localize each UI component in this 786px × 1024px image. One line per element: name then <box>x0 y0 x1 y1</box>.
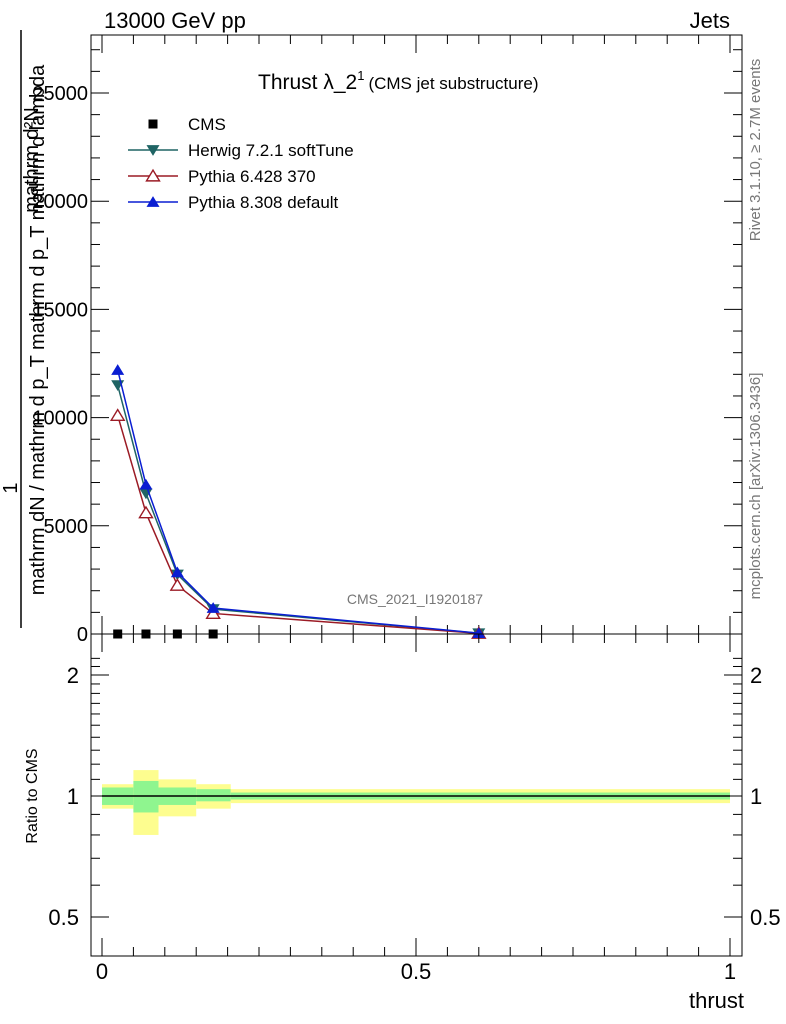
y-tick-label: 15000 <box>32 299 88 321</box>
data-point-pythia-8-308-default <box>472 627 486 639</box>
legend-item-pythia-8-308-default: Pythia 8.308 default <box>128 193 339 212</box>
main-y-tick-labels: 0 5000 10000 15000 20000 25000 <box>32 83 88 646</box>
ratio-stat-band <box>196 789 231 802</box>
legend-label: Pythia 8.308 default <box>188 193 339 212</box>
data-point-pythia-8-308-default <box>111 364 125 375</box>
legend-marker <box>146 196 160 207</box>
data-point-pythia-6-428-370 <box>205 606 221 620</box>
ratio-y-tick-label: 2 <box>67 663 79 688</box>
legend-marker <box>148 119 158 129</box>
main-y-axis-label: 1 mathrm d²N mathrm dN / mathrm d p_T ma… <box>0 30 49 628</box>
x-tick-label: 1 <box>724 959 736 984</box>
legend-item-herwig-7-2-1-softtune: Herwig 7.2.1 softTune <box>128 141 354 160</box>
y-label-numerator: mathrm d²N <box>21 107 43 213</box>
data-point-pythia-8-308-default <box>139 478 153 490</box>
legend-label: Pythia 6.428 370 <box>188 167 316 186</box>
x-axis-label: thrust <box>689 988 744 1013</box>
ratio-y-tick-labels-right: 0.5 1 2 <box>750 663 781 930</box>
data-point-pythia-6-428-370 <box>169 578 186 591</box>
y-tick-label: 25000 <box>32 83 88 105</box>
rivet-label: Rivet 3.1.10, ≥ 2.7M events <box>747 59 764 242</box>
legend-label: CMS <box>188 115 226 134</box>
main-panel: 0 5000 10000 15000 20000 25000 Thrust λ_21 (CM… <box>32 34 743 646</box>
x-tick-label: 0 <box>96 959 108 984</box>
y-tick-label: 0 <box>77 624 88 646</box>
legend: CMS Herwig 7.2.1 softTune Pythia 6.428 370… <box>128 115 354 212</box>
y-label-denominator: mathrm dN / mathrm d p_T mathrm d p_T ma… <box>27 64 49 595</box>
ratio-y-tick-label: 1 <box>67 784 79 809</box>
main-frame <box>90 34 743 635</box>
legend-label: Herwig 7.2.1 softTune <box>188 141 354 160</box>
series-pythia-8-308-default <box>111 364 486 639</box>
legend-item-pythia-6-428-370: Pythia 6.428 370 <box>128 167 316 186</box>
ratio-y-label: Ratio to CMS <box>24 748 41 843</box>
y-tick-label: 10000 <box>32 408 88 430</box>
data-point-pythia-8-308-default <box>206 602 220 613</box>
data-point-pythia-6-428-370 <box>138 505 154 519</box>
legend-marker <box>146 145 160 156</box>
ratio-y-tick-label-right: 2 <box>750 663 762 688</box>
data-point-pythia-8-308-default <box>170 566 184 578</box>
y-tick-label: 20000 <box>32 191 88 213</box>
ratio-axis-ticks <box>91 634 742 956</box>
legend-item-cms: CMS <box>148 115 226 134</box>
y-tick-label: 5000 <box>44 516 89 538</box>
ratio-y-tick-labels: 0.5 1 2 <box>48 663 79 930</box>
data-point-herwig-7-2-1-softtune <box>139 488 153 500</box>
y-label-top: 1 <box>0 482 22 493</box>
ratio-y-tick-label: 0.5 <box>48 905 79 930</box>
header-energy: 13000 GeV pp <box>104 8 246 33</box>
ratio-panel: 0.512 0.512 0 0.5 1 Ratio to CMS thrust <box>24 633 781 1013</box>
data-point-pythia-6-428-370 <box>109 408 126 422</box>
ratio-y-tick-label-right: 0.5 <box>750 905 781 930</box>
chart-title: Thrust λ_21 (CMS jet substructure) <box>258 68 539 94</box>
ratio-y-tick-label-right: 1 <box>750 784 762 809</box>
analysis-watermark: CMS_2021_I1920187 <box>347 591 483 607</box>
mcplots-label: mcplots.cern.ch [arXiv:1306.3436] <box>747 373 764 600</box>
x-tick-label: 0.5 <box>401 959 432 984</box>
x-tick-labels: 0 0.5 1 <box>96 959 736 984</box>
ratio-bands <box>102 770 731 835</box>
series-layer <box>109 364 487 640</box>
header-jets: Jets <box>690 8 730 33</box>
legend-marker <box>145 168 161 182</box>
